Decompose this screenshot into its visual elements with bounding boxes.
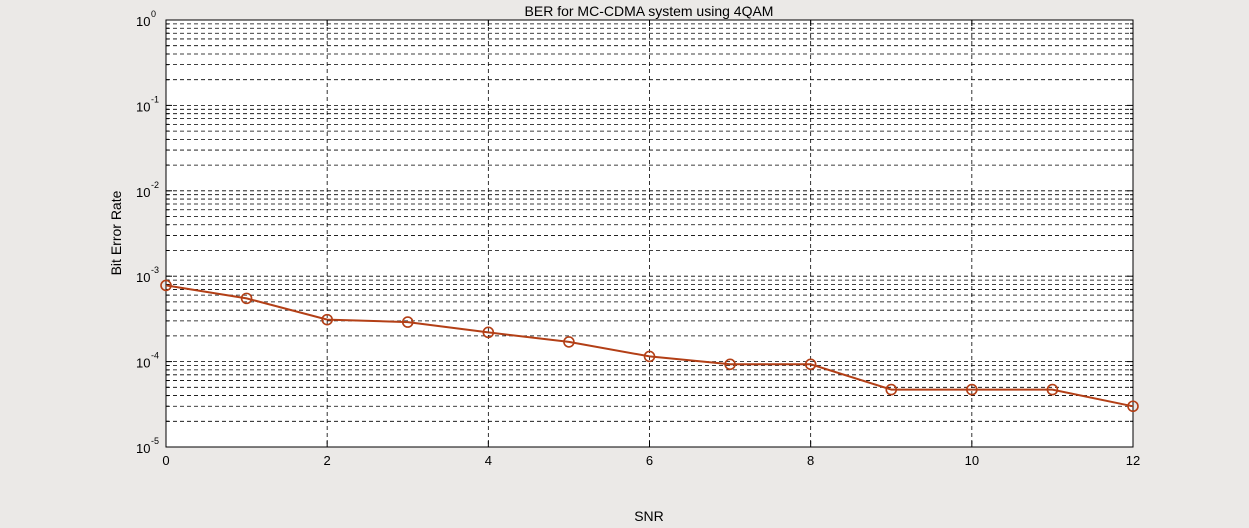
x-tick-labels: 0 2 4 6 8 10 12: [162, 453, 1140, 468]
y-tick-label: 10 -4: [136, 351, 159, 371]
y-tick-label: 10 0: [136, 9, 156, 29]
data-point-marker: [885, 383, 898, 396]
x-tick-label: 12: [1126, 453, 1140, 468]
y-tick-base: 10: [136, 14, 150, 29]
x-tick-label: 0: [162, 453, 169, 468]
data-point-marker: [563, 336, 575, 348]
y-tick-exponent: -3: [151, 265, 159, 275]
y-tick-label: 10 -2: [136, 180, 159, 200]
y-tick-label: 10 -5: [136, 436, 159, 456]
data-point-marker: [160, 279, 172, 292]
chart-title: BER for MC-CDMA system using 4QAM: [525, 3, 774, 19]
x-axis-label: SNR: [634, 508, 664, 524]
data-point-marker: [401, 316, 414, 328]
data-point-marker: [1046, 383, 1059, 396]
grid-lines: [166, 20, 1133, 447]
x-tick-label: 10: [965, 453, 979, 468]
data-point-marker: [804, 358, 817, 371]
data-series: [160, 279, 1139, 413]
data-point-marker: [1127, 400, 1139, 413]
y-tick-exponent: -5: [151, 436, 159, 446]
y-tick-label: 10 -3: [136, 265, 159, 285]
data-point-marker: [240, 292, 253, 305]
data-point-marker: [321, 313, 333, 326]
y-axis-label: Bit Error Rate: [108, 190, 124, 275]
data-point-marker: [643, 350, 656, 363]
ber-series-line: [165, 284, 1134, 408]
y-tick-base: 10: [136, 185, 150, 200]
y-tick-base: 10: [136, 270, 150, 285]
y-tick-exponent: -4: [151, 351, 159, 361]
y-tick-base: 10: [136, 441, 150, 456]
y-tick-exponent: 0: [151, 9, 156, 19]
x-tick-label: 2: [324, 453, 331, 468]
y-tick-label: 10 -1: [136, 94, 159, 114]
y-tick-base: 10: [136, 99, 150, 114]
data-point-marker: [966, 383, 978, 396]
x-tick-label: 6: [646, 453, 653, 468]
x-tick-label: 4: [485, 453, 492, 468]
data-point-marker: [724, 358, 736, 371]
data-point-marker: [482, 326, 495, 339]
y-tick-base: 10: [136, 356, 150, 371]
plot-border: [165, 19, 1134, 448]
x-tick-label: 8: [807, 453, 814, 468]
y-tick-exponent: -1: [151, 94, 159, 104]
y-tick-exponent: -2: [151, 180, 159, 190]
